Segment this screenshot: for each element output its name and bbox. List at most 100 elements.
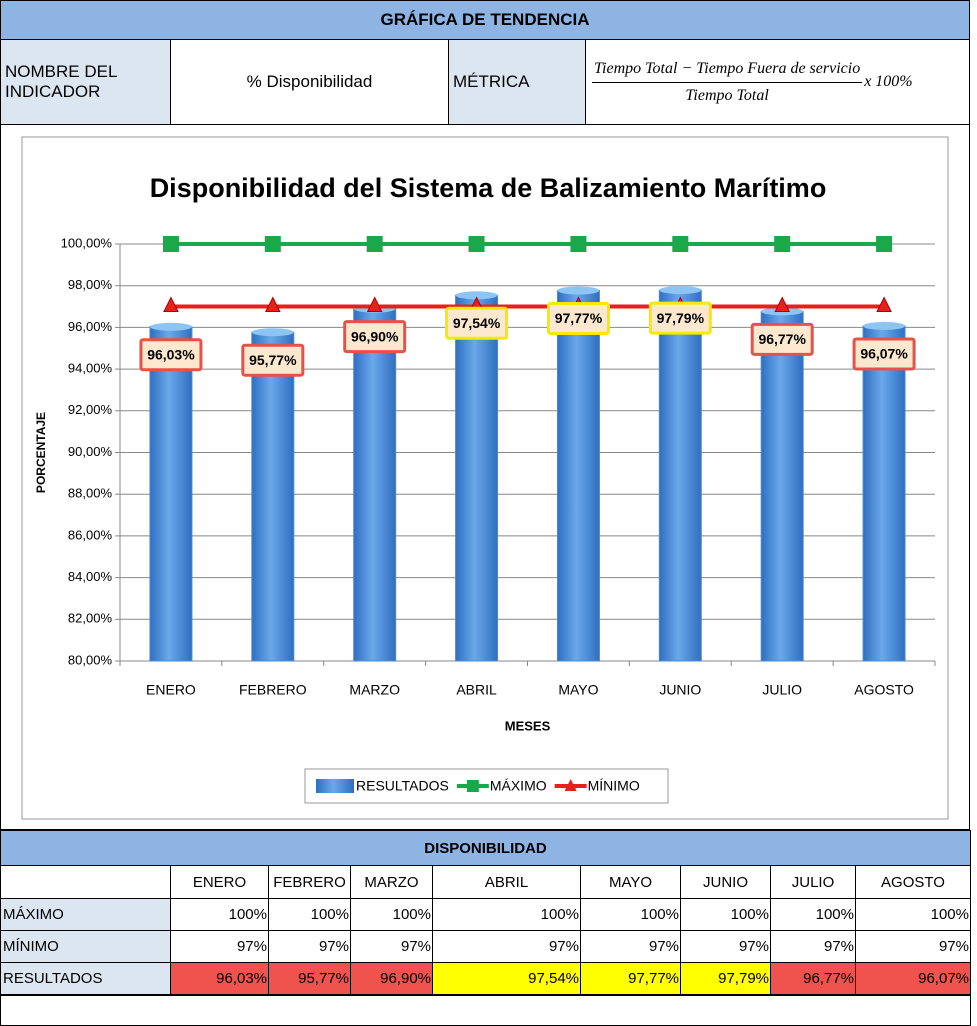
table-cell: 100% [580,898,681,931]
formula: Tiempo Total − Tiempo Fuera de servicio … [585,39,970,125]
value-label: 96,07% [860,346,908,362]
value-label-box [139,338,203,372]
value-label: 96,77% [758,331,806,347]
value-label: 97,54% [453,315,501,331]
y-tick-label: 82,00% [68,611,113,626]
value-label-box [445,306,509,340]
table-cell: 100% [268,898,351,931]
factor: x 100% [864,73,913,90]
value-label: 97,77% [555,310,603,326]
table-cell: 97,54% [432,962,581,995]
value-label: 96,90% [351,328,399,344]
value-label: 96,03% [147,346,195,362]
y-tick-label: 92,00% [68,402,113,417]
table-cell: 96,77% [770,962,856,995]
table-cell: 96,07% [855,962,971,995]
bar [251,331,295,662]
indicator-label: NOMBRE DEL INDICADOR [0,39,171,125]
bar [760,310,804,662]
value-label: 97,79% [657,310,705,326]
marker [570,236,587,252]
table-cell: 97% [580,930,681,963]
metric-label: MÉTRICA [448,39,586,125]
value-label-box [546,301,610,335]
y-tick-label: 100,00% [61,235,113,250]
table-cell: 97% [855,930,971,963]
table-cell: 100% [350,898,433,931]
table-cell: 97% [170,930,269,963]
bar-cap [455,291,498,300]
numerator: Tiempo Total − Tiempo Fuera de servicio [594,59,861,77]
marker [264,236,281,252]
bar-cap [149,322,192,331]
table-cell: 97% [680,930,771,963]
table-cell: 100% [170,898,269,931]
column-header: FEBRERO [268,865,351,899]
x-tick-label: MAYO [558,682,598,698]
value-label-box [648,301,712,335]
y-axis-title: PORCENTAJE [34,412,48,493]
x-tick-label: JUNIO [659,682,701,698]
x-tick-label: ENERO [146,682,196,698]
x-tick-label: FEBRERO [239,682,307,698]
table-cell: 96,03% [170,962,269,995]
bar [149,326,193,662]
table-cell: 97,79% [680,962,771,995]
x-axis-title: MESES [505,718,551,733]
row-label: MÁXIMO [0,898,171,931]
table-cell: 96,90% [350,962,433,995]
chart-frame [0,124,970,830]
column-header: JUNIO [680,865,771,899]
bar [353,308,397,662]
marker [265,296,281,313]
marker [876,296,892,313]
value-label-box [852,337,916,371]
y-tick-label: 88,00% [68,486,113,501]
table-cell: 100% [432,898,581,931]
legend-label: MÁXIMO [490,778,547,794]
column-header: MAYO [580,865,681,899]
table-corner [0,865,171,899]
marker [468,236,485,252]
table-cell: 100% [855,898,971,931]
marker [672,236,689,252]
row-label: MÍNIMO [0,930,171,963]
legend-marker [564,779,577,791]
x-tick-label: MARZO [349,682,400,698]
table-cell: 97% [350,930,433,963]
y-tick-label: 84,00% [68,569,113,584]
marker [366,296,383,313]
y-tick-label: 90,00% [68,444,113,459]
y-tick-label: 96,00% [68,319,113,334]
table-cell: 97% [268,930,351,963]
value-label-box [750,322,814,356]
marker [774,296,790,313]
bar-cap [251,328,294,337]
table-cell: 100% [770,898,856,931]
value-label: 95,77% [249,352,297,368]
legend-label: MÍNIMO [588,778,640,794]
marker [774,236,791,252]
legend-label: RESULTADOS [356,778,449,794]
column-header: MARZO [350,865,433,899]
bar-cap [863,321,906,330]
legend-marker [466,780,479,792]
table-cell: 97,77% [580,962,681,995]
legend-swatch [316,779,354,793]
marker [366,236,383,252]
column-header: ABRIL [432,865,581,899]
bar-cap [557,286,600,295]
column-header: JULIO [770,865,856,899]
y-tick-label: 98,00% [68,277,113,292]
chart-title: Disponibilidad del Sistema de Balizamien… [150,173,827,203]
indicator: % Disponibilidad [170,39,449,125]
table-cell: 97% [770,930,856,963]
column-header: ENERO [170,865,269,899]
table-cell: 97% [432,930,581,963]
bar [455,294,499,662]
value-label-box [343,320,407,354]
y-tick-label: 86,00% [68,527,113,542]
x-tick-label: AGOSTO [854,682,914,698]
row-label: RESULTADOS [0,962,171,995]
